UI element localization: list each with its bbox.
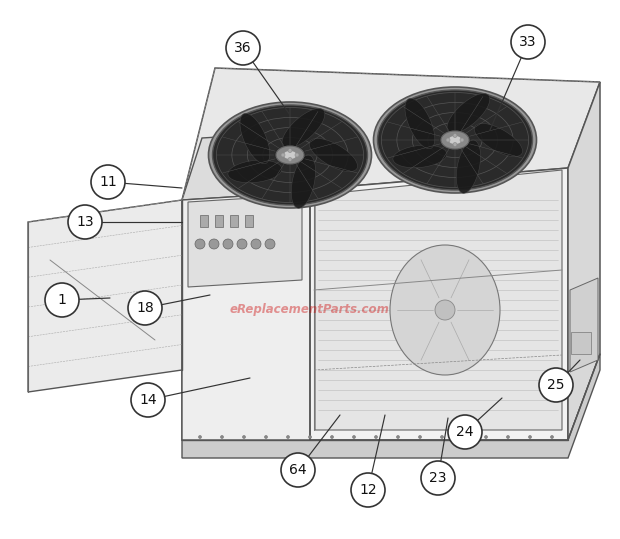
Ellipse shape	[208, 102, 371, 208]
Circle shape	[460, 138, 464, 142]
Text: 64: 64	[289, 463, 307, 477]
Circle shape	[440, 436, 443, 439]
Ellipse shape	[441, 131, 469, 149]
Ellipse shape	[240, 113, 270, 164]
Circle shape	[281, 453, 315, 487]
Circle shape	[251, 239, 261, 249]
Ellipse shape	[378, 90, 533, 190]
Bar	[215, 215, 223, 227]
Circle shape	[68, 205, 102, 239]
Text: 36: 36	[234, 41, 252, 55]
Ellipse shape	[474, 123, 523, 156]
Ellipse shape	[291, 155, 316, 208]
Circle shape	[288, 149, 292, 153]
Ellipse shape	[309, 139, 358, 171]
Circle shape	[221, 436, 223, 439]
Text: 14: 14	[139, 393, 157, 407]
Ellipse shape	[373, 87, 536, 193]
Text: 25: 25	[547, 378, 565, 392]
Circle shape	[397, 436, 399, 439]
Ellipse shape	[282, 108, 325, 148]
Circle shape	[551, 436, 554, 439]
Circle shape	[528, 436, 531, 439]
Circle shape	[226, 31, 260, 65]
Ellipse shape	[448, 135, 462, 144]
Circle shape	[195, 239, 205, 249]
Circle shape	[131, 383, 165, 417]
Ellipse shape	[393, 145, 447, 168]
Ellipse shape	[390, 245, 500, 375]
Circle shape	[539, 368, 573, 402]
Circle shape	[288, 157, 292, 162]
Polygon shape	[182, 168, 568, 440]
Polygon shape	[182, 130, 330, 200]
Circle shape	[453, 142, 457, 147]
Circle shape	[507, 436, 510, 439]
Polygon shape	[182, 68, 600, 200]
Text: 23: 23	[429, 471, 447, 485]
Ellipse shape	[213, 105, 368, 205]
Circle shape	[511, 25, 545, 59]
Text: 24: 24	[456, 425, 474, 439]
Polygon shape	[28, 200, 182, 392]
Ellipse shape	[447, 93, 490, 133]
Circle shape	[448, 415, 482, 449]
Circle shape	[286, 436, 290, 439]
Circle shape	[265, 239, 275, 249]
Circle shape	[463, 436, 466, 439]
Text: 13: 13	[76, 215, 94, 229]
Polygon shape	[568, 82, 600, 440]
Text: 18: 18	[136, 301, 154, 315]
Circle shape	[209, 239, 219, 249]
Circle shape	[242, 436, 246, 439]
Text: 33: 33	[520, 35, 537, 49]
Circle shape	[295, 153, 299, 157]
Circle shape	[223, 239, 233, 249]
Text: 1: 1	[58, 293, 66, 307]
Polygon shape	[182, 192, 310, 440]
Ellipse shape	[283, 150, 297, 160]
Circle shape	[237, 239, 247, 249]
Circle shape	[45, 283, 79, 317]
Ellipse shape	[405, 98, 435, 149]
Circle shape	[281, 153, 285, 157]
Polygon shape	[182, 354, 600, 458]
Circle shape	[453, 134, 457, 137]
Ellipse shape	[228, 160, 282, 183]
Bar	[200, 215, 208, 227]
Circle shape	[353, 436, 355, 439]
Circle shape	[351, 473, 385, 507]
Polygon shape	[315, 170, 562, 430]
Circle shape	[418, 436, 422, 439]
Circle shape	[484, 436, 487, 439]
Bar	[230, 215, 238, 227]
Circle shape	[435, 300, 455, 320]
Bar	[245, 215, 253, 227]
Circle shape	[446, 138, 450, 142]
Text: eReplacementParts.com: eReplacementParts.com	[230, 303, 390, 316]
Circle shape	[421, 461, 455, 495]
Text: 11: 11	[99, 175, 117, 189]
Circle shape	[330, 436, 334, 439]
Ellipse shape	[456, 140, 480, 194]
Circle shape	[128, 291, 162, 325]
Text: 12: 12	[359, 483, 377, 497]
Circle shape	[374, 436, 378, 439]
Circle shape	[265, 436, 267, 439]
Circle shape	[198, 436, 202, 439]
Polygon shape	[570, 278, 598, 372]
Circle shape	[91, 165, 125, 199]
Circle shape	[309, 436, 311, 439]
Polygon shape	[188, 195, 302, 287]
Ellipse shape	[276, 146, 304, 164]
Bar	[571, 332, 591, 354]
